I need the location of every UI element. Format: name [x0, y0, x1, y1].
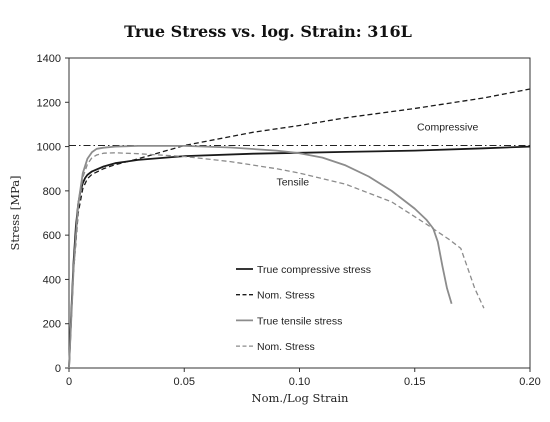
- x-tick-label: 0.05: [174, 376, 195, 388]
- x-tick-label: 0.10: [289, 376, 310, 388]
- y-axis-label: Stress [MPa]: [8, 175, 22, 250]
- legend-label-3: True tensile stress: [257, 315, 342, 327]
- legend: True compressive stress Nom. Stress True t…: [236, 264, 371, 353]
- y-tick-label: 200: [43, 319, 61, 331]
- x-tick-label: 0.20: [519, 376, 540, 388]
- series-layer: [68, 88, 531, 369]
- legend-label-1: True compressive stress: [257, 264, 371, 276]
- series-line-3: [68, 145, 453, 369]
- x-tick-label: 0: [66, 376, 72, 388]
- y-axis: 0 200 400 600 800 1000 1200 1400: [37, 53, 69, 375]
- y-tick-label: 1200: [37, 97, 61, 109]
- annotation-compressive: Compressive: [417, 122, 478, 134]
- annotation-tensile: Tensile: [276, 176, 309, 188]
- x-tick-label: 0.15: [404, 376, 425, 388]
- annotation-layer: Compressive Tensile: [276, 122, 478, 189]
- legend-label-2: Nom. Stress: [257, 290, 315, 302]
- y-tick-label: 600: [43, 230, 61, 242]
- y-tick-label: 400: [43, 274, 61, 286]
- chart-title: True Stress vs. log. Strain: 316L: [124, 22, 412, 41]
- y-tick-label: 0: [55, 363, 61, 375]
- legend-label-4: Nom. Stress: [257, 341, 315, 353]
- y-tick-label: 1400: [37, 53, 61, 65]
- x-axis-label: Nom./Log Strain: [252, 391, 350, 405]
- y-tick-label: 1000: [37, 142, 61, 154]
- y-tick-label: 800: [43, 186, 61, 198]
- x-axis: 0 0.05 0.10 0.15 0.20: [66, 368, 541, 388]
- series-line-2: [68, 88, 531, 369]
- series-line-4: [68, 152, 485, 369]
